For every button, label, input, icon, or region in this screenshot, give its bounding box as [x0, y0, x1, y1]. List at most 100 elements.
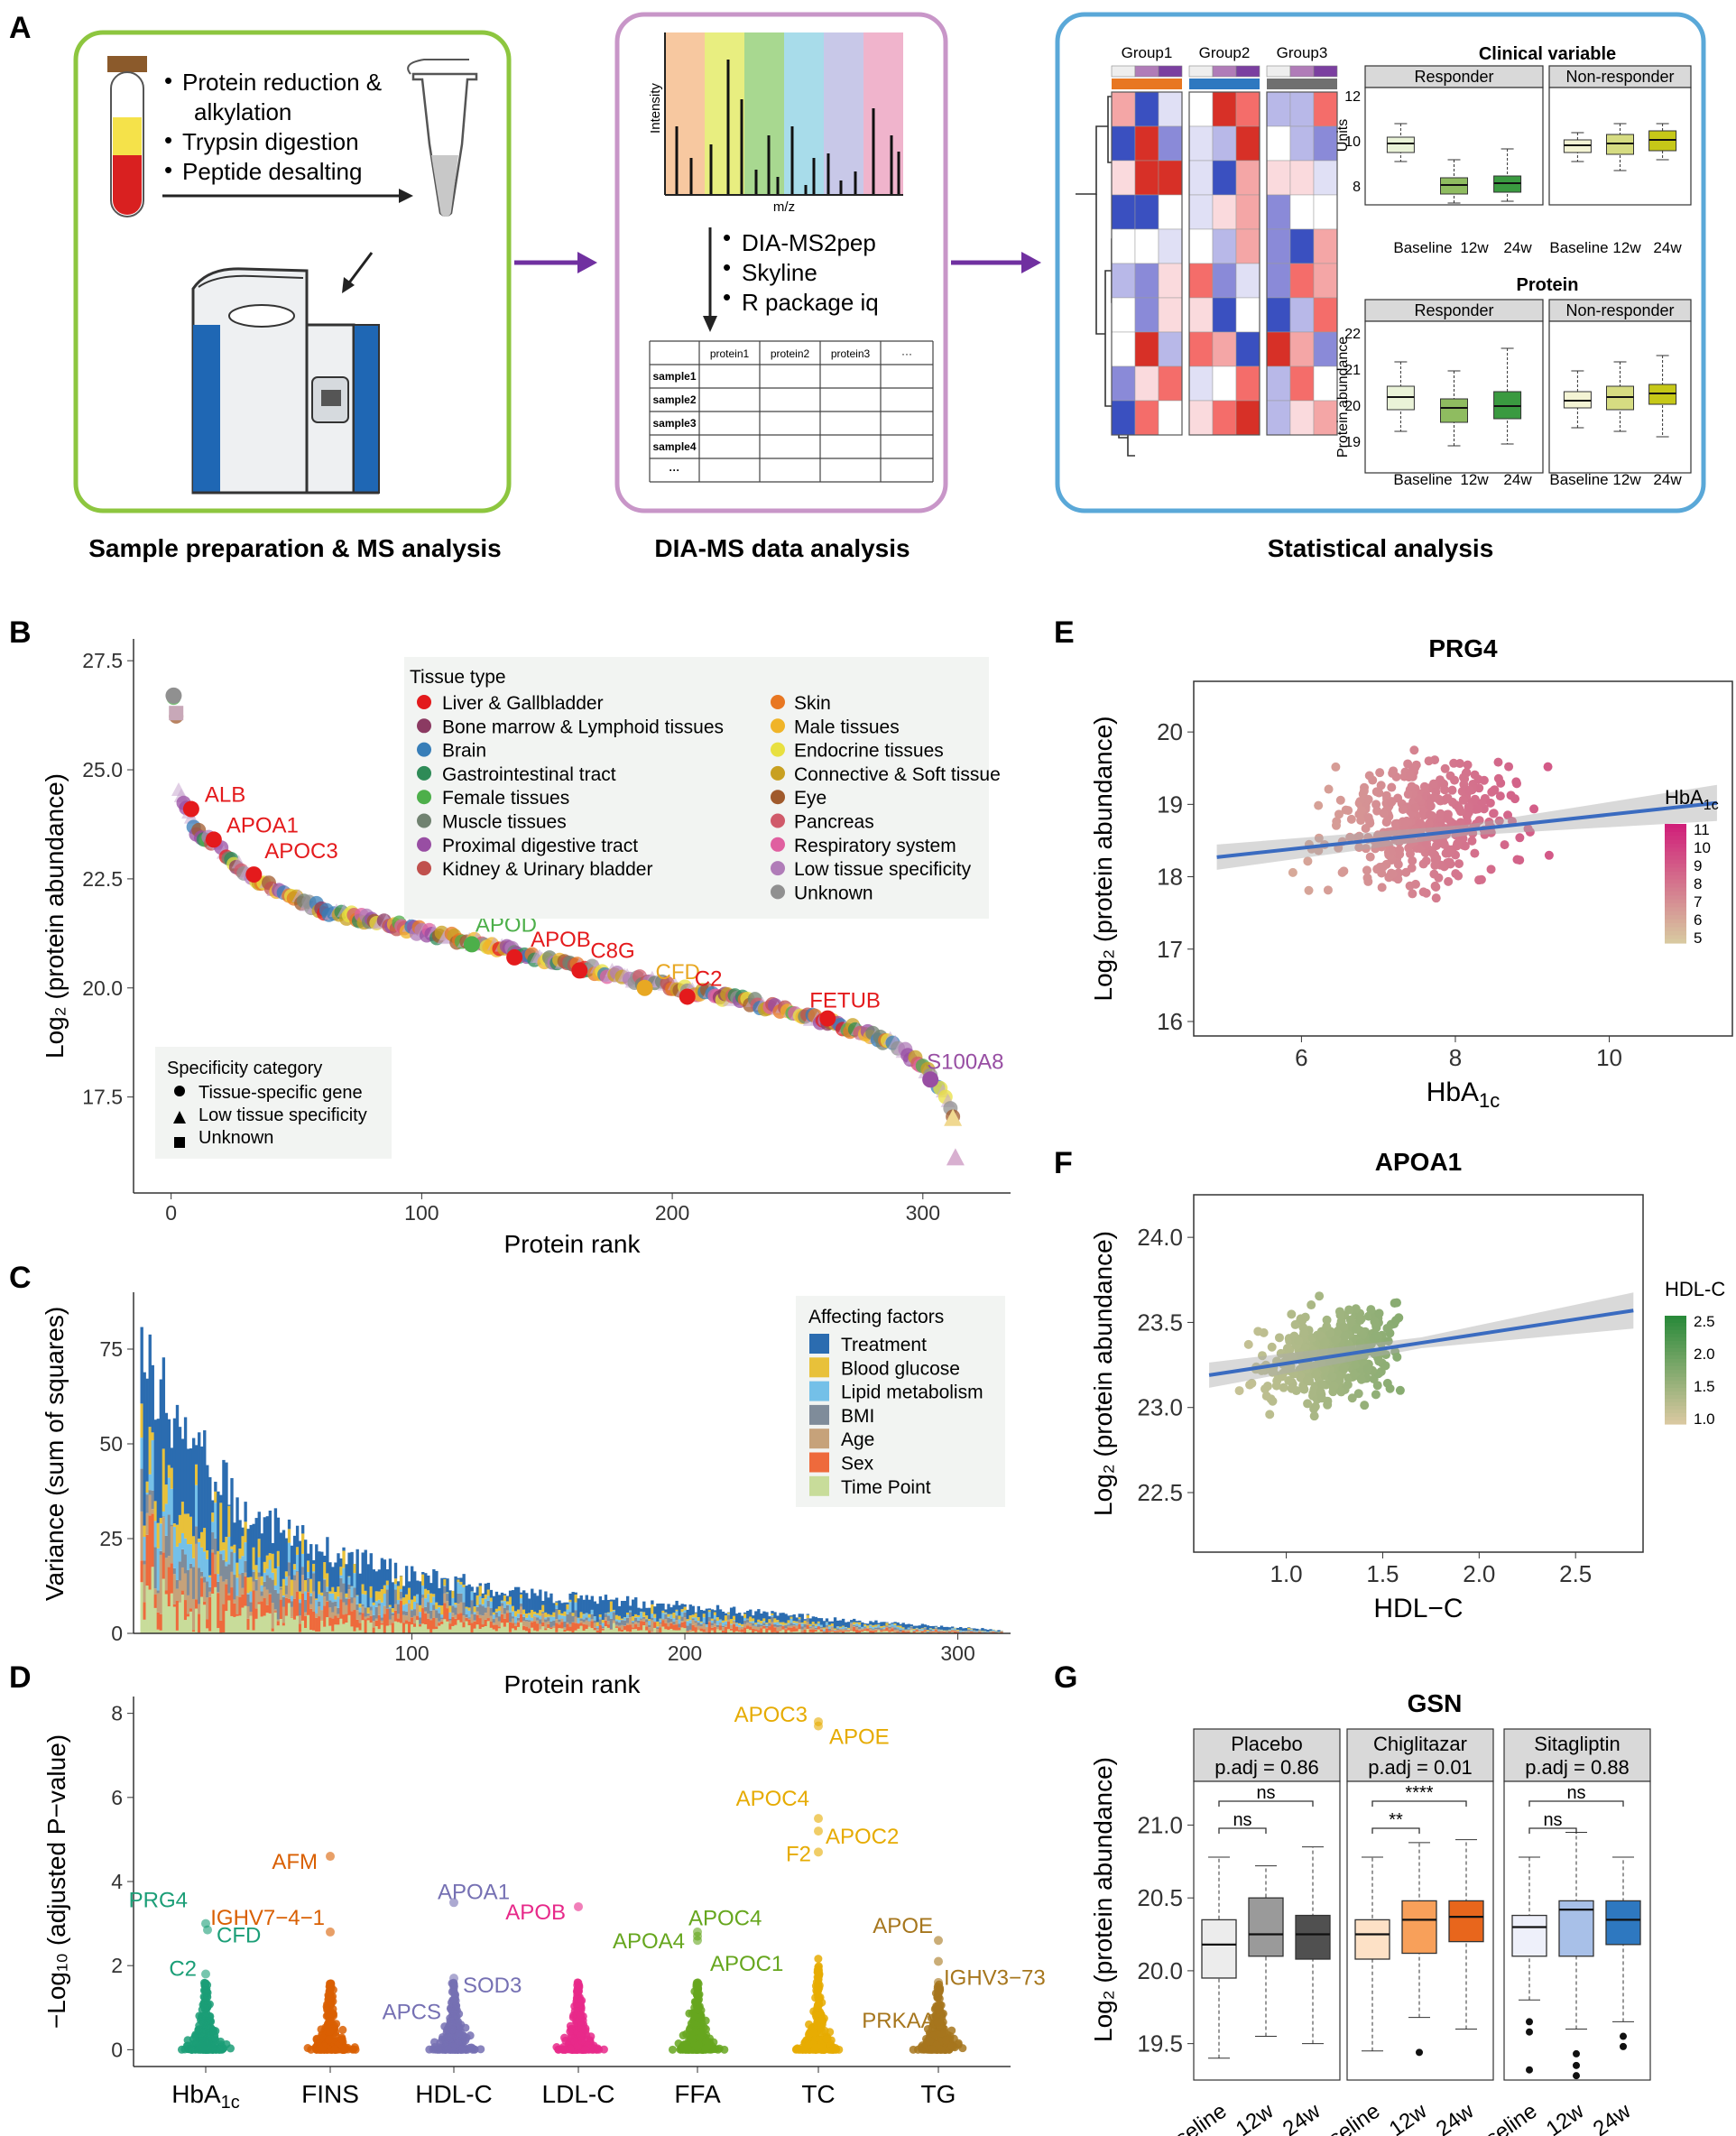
variance-bar-segment [318, 1616, 321, 1632]
association-point [338, 2025, 347, 2034]
variance-bar-segment [762, 1618, 766, 1622]
variance-bar-segment [200, 1577, 204, 1597]
labeled-protein-point [922, 1071, 939, 1088]
variance-bar-segment [738, 1627, 742, 1631]
variance-bar-segment [541, 1614, 545, 1623]
variance-bar-segment [374, 1620, 379, 1627]
variance-bar-segment [967, 1627, 971, 1628]
factor-legend-key [809, 1404, 829, 1425]
variance-bar-segment [697, 1630, 700, 1633]
sample-point [1401, 867, 1411, 877]
variance-bar-segment [620, 1624, 624, 1630]
heatmap-group-label: Group2 [1199, 44, 1251, 61]
labeled-association-point [574, 1901, 583, 1911]
variance-bar-segment [489, 1597, 494, 1602]
variance-bar-segment [771, 1611, 774, 1614]
variance-bar-segment [268, 1559, 272, 1578]
variance-bar-segment [825, 1626, 829, 1629]
variance-bar-segment [484, 1626, 488, 1633]
variance-bar-segment [282, 1623, 286, 1626]
variance-bar-segment [473, 1628, 476, 1633]
variance-bar-segment [465, 1606, 468, 1609]
variance-bar-segment [446, 1593, 449, 1595]
variance-bar-segment [153, 1607, 157, 1633]
variance-bar-segment [997, 1630, 1001, 1632]
variance-bar-segment [915, 1630, 919, 1632]
sample-point [1450, 775, 1460, 785]
variance-bar-segment [664, 1612, 668, 1614]
variance-bar-segment [973, 1628, 976, 1631]
variance-bar-segment [907, 1631, 910, 1633]
variance-bar-segment [287, 1576, 291, 1599]
variance-bar-segment [208, 1631, 212, 1633]
variance-bar-segment [175, 1579, 180, 1589]
variance-bar-segment [574, 1623, 577, 1631]
variance-bar-segment [757, 1623, 761, 1627]
variance-bar-segment [331, 1612, 335, 1619]
y-axis-label: Log₂ (protein abundance) [41, 773, 69, 1059]
variance-bar-segment [724, 1621, 728, 1625]
variance-bar-segment [536, 1595, 540, 1614]
variance-bar-segment [844, 1631, 848, 1632]
variance-bar-segment [798, 1617, 801, 1619]
sample-point [1361, 844, 1371, 854]
variance-bar-segment [268, 1510, 272, 1554]
variance-bar-segment [705, 1624, 709, 1627]
variance-bar-segment [885, 1623, 889, 1626]
association-point [350, 2043, 359, 2052]
variance-bar-segment [260, 1585, 263, 1592]
variance-bar-segment [544, 1619, 548, 1623]
variance-bar-segment [467, 1625, 471, 1633]
factor-legend-item: BMI [841, 1406, 874, 1427]
variance-bar-segment [525, 1613, 529, 1618]
association-point [811, 2043, 820, 2052]
variance-bar-segment [235, 1577, 239, 1596]
variance-bar-segment [235, 1615, 239, 1633]
variance-bar-segment [541, 1604, 545, 1612]
variance-bar-segment [519, 1603, 523, 1607]
factor-legend-key [809, 1429, 829, 1449]
variance-bar-segment [707, 1616, 712, 1622]
variance-bar-segment [614, 1627, 619, 1633]
variance-bar-segment [817, 1626, 821, 1630]
variance-bar-segment [792, 1632, 796, 1633]
variance-bar-segment [651, 1604, 654, 1614]
variance-bar-segment [476, 1586, 479, 1595]
sample-point [1439, 839, 1449, 849]
variance-bar-segment [790, 1623, 793, 1626]
association-point [445, 2033, 454, 2042]
variance-bar-segment [853, 1626, 856, 1632]
variance-bar-segment [579, 1623, 583, 1626]
variance-bar-segment [934, 1627, 938, 1629]
variance-bar-segment [195, 1543, 199, 1600]
variance-bar-segment [544, 1591, 548, 1613]
variance-bar-segment [402, 1597, 406, 1605]
variance-bar-segment [558, 1622, 561, 1625]
variance-bar-segment [180, 1502, 185, 1533]
variance-bar-segment [478, 1618, 482, 1630]
heatmap-cell [1111, 263, 1136, 299]
variance-bar-segment [180, 1549, 185, 1567]
variance-bar-segment [214, 1538, 217, 1555]
variance-bar-segment [320, 1619, 324, 1621]
variance-bar-segment [880, 1628, 883, 1631]
variance-bar-segment [552, 1628, 556, 1633]
heatmap-cell [1188, 228, 1214, 264]
association-point [679, 2031, 688, 2040]
variance-bar-segment [798, 1614, 801, 1618]
variance-bar-segment [143, 1564, 146, 1603]
panel-label-c: C [9, 1261, 32, 1295]
variance-bar-segment [978, 1631, 982, 1632]
variance-bar-segment [271, 1631, 275, 1633]
variance-bar-segment [768, 1630, 771, 1633]
clinical-title: Clinical variable [1479, 44, 1616, 64]
variance-bar-segment [522, 1616, 526, 1622]
variance-bar-segment [863, 1631, 867, 1633]
variance-bar-segment [440, 1614, 444, 1618]
variance-bar-segment [656, 1621, 660, 1627]
table-row-label: sample1 [652, 370, 696, 383]
variance-bar-segment [465, 1586, 468, 1607]
heatmap-annotation-cell [1158, 65, 1183, 78]
spectrum-ylabel: Intensity [648, 83, 663, 134]
variance-bar-segment [233, 1599, 236, 1604]
